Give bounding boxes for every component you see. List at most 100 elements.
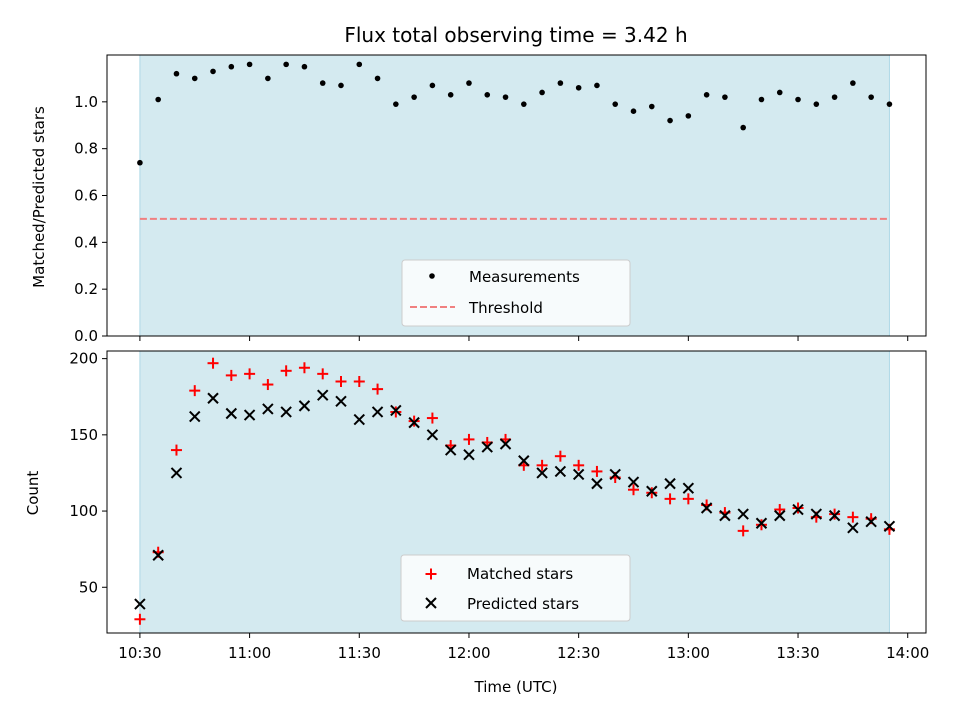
- matched-star-point: [463, 433, 475, 445]
- measurement-point: [539, 89, 545, 96]
- matched-star-point: [755, 519, 767, 531]
- predicted-star-point: [225, 407, 238, 420]
- measurement-point: [685, 113, 692, 119]
- measurement-point: [393, 101, 399, 107]
- matched-star-point: [829, 508, 841, 520]
- matched-star-point: [792, 502, 804, 514]
- predicted-star-point-b: [682, 482, 695, 494]
- matched-star-point: [244, 368, 256, 380]
- predicted-star-point-b: [353, 413, 365, 426]
- measurement-point: [484, 92, 491, 98]
- predicted-star-point-b: [371, 406, 384, 418]
- measurement-point: [795, 96, 801, 103]
- bottom-panel: 10:30 11:00 11:30 12:00 12:30 13:00 13:30 14:00…: [69, 350, 929, 662]
- matched-star-point: [189, 385, 201, 397]
- predicted-star-point: [774, 509, 786, 522]
- top-panel: 0.0 0.2 0.4 0.6 0.8 1.0 Measurements Threshold: [74, 54, 927, 345]
- x-tick-label: 11:30: [338, 644, 381, 662]
- x-tick-label: 13:00: [667, 644, 710, 662]
- predicted-star-point-b: [609, 468, 621, 481]
- bottom-y-axis-label: Count: [24, 471, 42, 516]
- matched-star-point: [536, 459, 548, 471]
- measurement-point: [703, 92, 710, 98]
- predicted-star-point: [170, 467, 183, 479]
- predicted-star-point-b: [792, 503, 804, 516]
- x-tick-label: 13:30: [776, 644, 819, 662]
- predicted-star-point: [591, 477, 603, 490]
- measurement-point: [356, 61, 363, 68]
- predicted-star-point: [646, 485, 658, 497]
- top-legend-box: [401, 259, 631, 327]
- top-y-tick-label: 0.0: [74, 327, 98, 345]
- measurement-point: [776, 89, 783, 96]
- predicted-star-point: [609, 468, 621, 481]
- predicted-star-point: [865, 516, 877, 528]
- predicted-star-point-b: [426, 429, 439, 441]
- measurement-point: [722, 94, 728, 100]
- predicted-star-point-b: [444, 444, 457, 456]
- matched-star-point: [737, 525, 749, 537]
- predicted-star-point: [280, 406, 292, 418]
- predicted-star-point: [627, 476, 640, 488]
- predicted-star-point-b: [536, 467, 548, 479]
- top-legend: Measurements Threshold: [401, 259, 631, 327]
- measurement-point: [612, 101, 619, 107]
- predicted-star-point: [134, 598, 146, 610]
- measurement-point: [191, 75, 198, 82]
- top-y-tick-label: 0.6: [74, 187, 98, 205]
- matched-star-point: [554, 450, 566, 462]
- predicted-star-point-b: [499, 438, 512, 450]
- measurement-point: [246, 61, 253, 68]
- legend-predicted-label: Predicted stars: [467, 595, 579, 613]
- top-y-tick-label: 0.2: [74, 280, 98, 298]
- predicted-star-point-b: [554, 465, 567, 478]
- measurement-point: [886, 101, 893, 107]
- measurement-point: [429, 82, 436, 89]
- measurement-point: [740, 124, 746, 131]
- measurement-point: [137, 159, 143, 166]
- bottom-y-tick-label: 200: [69, 350, 98, 368]
- x-tick-label: 11:00: [228, 644, 271, 662]
- predicted-star-point-b: [317, 389, 329, 401]
- predicted-star-point: [371, 406, 384, 418]
- predicted-star-point-b: [700, 502, 713, 514]
- top-y-axis-label: Matched/Predicted stars: [30, 106, 48, 288]
- measurement-point: [831, 94, 838, 100]
- predicted-star-point-b: [646, 485, 658, 497]
- predicted-star-point-b: [262, 403, 274, 415]
- matched-star-point: [225, 369, 237, 381]
- measurement-point: [301, 63, 308, 70]
- predicted-star-point-b: [481, 441, 493, 453]
- bottom-y-tick-label: 100: [69, 502, 98, 520]
- predicted-star-point: [554, 465, 567, 478]
- predicted-star-point-b: [774, 509, 786, 522]
- top-y-tick-label: 0.4: [74, 233, 98, 251]
- predicted-star-point-b: [883, 520, 896, 533]
- matched-star-point: [664, 493, 676, 505]
- predicted-star-point-b: [243, 409, 256, 421]
- bottom-legend: Matched stars Predicted stars: [400, 554, 631, 622]
- legend-measurement-marker: [429, 273, 435, 279]
- predicted-star-point-b: [828, 509, 841, 522]
- top-y-tick-label: 1.0: [74, 93, 98, 111]
- measurement-point: [228, 63, 235, 70]
- measurement-point: [868, 94, 874, 100]
- measurement-point: [521, 101, 527, 107]
- predicted-star-point: [353, 413, 365, 426]
- measurement-point: [850, 80, 856, 86]
- measurement-point: [173, 70, 180, 77]
- predicted-star-point: [463, 448, 475, 461]
- predicted-star-point-b: [152, 549, 164, 561]
- measurement-point: [319, 80, 326, 86]
- bottom-frame: [106, 350, 927, 634]
- predicted-star-point: [664, 477, 676, 490]
- measurement-point: [648, 103, 655, 110]
- measurement-point: [630, 108, 637, 114]
- measurement-point: [575, 84, 582, 91]
- predicted-star-point: [883, 520, 896, 533]
- predicted-star-point-b: [627, 476, 640, 488]
- predicted-star-point-b: [207, 392, 219, 404]
- predicted-star-point: [426, 429, 439, 441]
- predicted-star-point: [755, 517, 768, 529]
